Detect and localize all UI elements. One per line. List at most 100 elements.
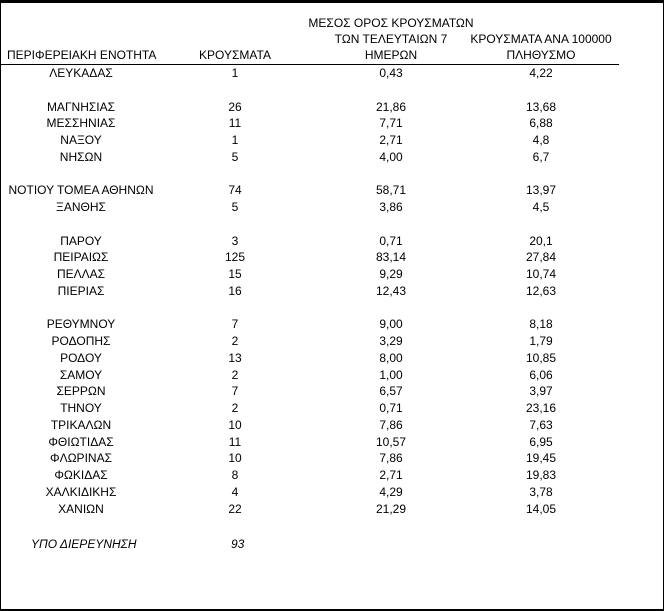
table-body: ΛΕΥΚΑΔΑΣ 1 0,43 4,22 ΜΑΓΝΗΣΙΑΣ 26 21,86 13,68 ΜΕ… bbox=[1, 65, 641, 553]
table-row: ΝΑΞΟΥ 1 2,71 4,8 bbox=[1, 132, 641, 149]
cell-cases: 5 bbox=[231, 200, 239, 214]
cell-cases: 15 bbox=[228, 267, 242, 281]
cell-cases: 7 bbox=[231, 384, 239, 399]
cell-cases: 8 bbox=[231, 468, 239, 482]
header-per100k-line: ΠΛΗΘΥΣΜΟ bbox=[506, 48, 576, 62]
cell-cases: 2 bbox=[231, 367, 239, 382]
cell-region: ΤΡΙΚΑΛΩΝ bbox=[50, 417, 112, 432]
note-label: ΥΠΟ ΔΙΕΡΕΥΝΗΣΗ bbox=[31, 537, 137, 551]
cell-avg7: 9,00 bbox=[379, 317, 403, 332]
table-row: ΡΟΔΟΥ 13 8,00 10,85 bbox=[1, 350, 641, 367]
cell-region: ΝΗΣΩΝ bbox=[59, 149, 103, 164]
cell-avg7: 0,43 bbox=[379, 66, 403, 80]
cell-region: ΡΟΔΟΠΗΣ bbox=[51, 334, 111, 348]
cell-per100k: 6,06 bbox=[529, 367, 553, 382]
table-row: ΜΑΓΝΗΣΙΑΣ 26 21,86 13,68 bbox=[1, 99, 641, 116]
cell-cases: 7 bbox=[231, 317, 239, 332]
cell-region: ΠΑΡΟΥ bbox=[60, 233, 102, 248]
header-region: ΠΕΡΙΦΕΡΕΙΑΚΗ ΕΝΟΤΗΤΑ bbox=[7, 48, 157, 62]
cell-region: ΠΕΙΡΑΙΩΣ bbox=[53, 250, 109, 265]
table-row: ΧΑΛΚΙΔΙΚΗΣ 4 4,29 3,78 bbox=[1, 484, 641, 501]
table-row: ΞΑΝΘΗΣ 5 3,86 4,5 bbox=[1, 199, 641, 216]
cell-per100k: 13,68 bbox=[525, 99, 557, 114]
cell-region: ΦΛΩΡΙΝΑΣ bbox=[50, 451, 112, 466]
cell-per100k: 13,97 bbox=[525, 183, 557, 198]
table-row: ΤΡΙΚΑΛΩΝ 10 7,86 7,63 bbox=[1, 417, 641, 434]
cell-per100k: 6,88 bbox=[529, 116, 553, 131]
cell-avg7: 4,29 bbox=[379, 484, 403, 499]
cell-avg7: 10,57 bbox=[375, 434, 407, 449]
cell-per100k: 20,1 bbox=[529, 233, 553, 248]
note-cases: 93 bbox=[231, 537, 245, 551]
cell-region: ΤΗΝΟΥ bbox=[60, 401, 102, 415]
cell-per100k: 4,5 bbox=[532, 200, 550, 214]
cell-avg7: 0,71 bbox=[379, 233, 403, 248]
cell-cases: 4 bbox=[231, 484, 239, 499]
cell-avg7: 7,86 bbox=[379, 451, 403, 466]
cell-cases: 3 bbox=[231, 233, 239, 248]
cell-region: ΡΟΔΟΥ bbox=[60, 350, 102, 365]
cell-per100k: 10,85 bbox=[525, 350, 557, 365]
cell-per100k: 4,22 bbox=[529, 66, 553, 80]
cell-per100k: 3,97 bbox=[529, 384, 553, 399]
cell-cases: 22 bbox=[228, 501, 242, 516]
cell-avg7: 7,71 bbox=[379, 116, 403, 131]
cell-per100k: 8,18 bbox=[529, 317, 553, 332]
cell-per100k: 19,83 bbox=[525, 468, 557, 482]
cell-per100k: 6,7 bbox=[532, 149, 550, 164]
cell-cases: 74 bbox=[228, 183, 242, 198]
cell-avg7: 58,71 bbox=[375, 183, 407, 198]
cell-per100k: 10,74 bbox=[525, 267, 557, 281]
cell-avg7: 1,00 bbox=[379, 367, 403, 382]
table-row: ΣΑΜΟΥ 2 1,00 6,06 bbox=[1, 367, 641, 384]
cell-region: ΠΙΕΡΙΑΣ bbox=[57, 283, 105, 298]
cell-region: ΝΟΤΙΟΥ ΤΟΜΕΑ ΑΘΗΝΩΝ bbox=[8, 183, 154, 198]
header-avg7-line: ΗΜΕΡΩΝ bbox=[364, 48, 418, 62]
cell-per100k: 27,84 bbox=[525, 250, 557, 265]
header-avg7-line: ΜΕΣΟΣ ΟΡΟΣ ΚΡΟΥΣΜΑΤΩΝ bbox=[308, 16, 474, 30]
table-row: ΛΕΥΚΑΔΑΣ 1 0,43 4,22 bbox=[1, 65, 641, 82]
cell-cases: 10 bbox=[228, 417, 242, 432]
cell-per100k: 4,8 bbox=[532, 133, 550, 147]
cell-cases: 16 bbox=[228, 283, 242, 298]
cell-region: ΛΕΥΚΑΔΑΣ bbox=[49, 66, 113, 80]
table-row: ΣΕΡΡΩΝ 7 6,57 3,97 bbox=[1, 383, 641, 400]
cell-per100k: 7,63 bbox=[529, 417, 553, 432]
cell-avg7: 83,14 bbox=[375, 250, 407, 265]
cell-avg7: 9,29 bbox=[379, 267, 403, 281]
blank-row bbox=[1, 82, 641, 99]
cell-per100k: 23,16 bbox=[525, 401, 557, 415]
table-row: ΦΘΙΩΤΙΔΑΣ 11 10,57 6,95 bbox=[1, 434, 641, 451]
cell-per100k: 19,45 bbox=[525, 451, 557, 466]
cell-region: ΜΕΣΣΗΝΙΑΣ bbox=[46, 116, 116, 131]
cell-per100k: 14,05 bbox=[525, 501, 557, 516]
table-row: ΠΕΛΛΑΣ 15 9,29 10,74 bbox=[1, 266, 641, 283]
blank-row bbox=[1, 300, 641, 317]
cell-region: ΦΘΙΩΤΙΔΑΣ bbox=[48, 434, 114, 449]
cell-per100k: 3,78 bbox=[529, 484, 553, 499]
cell-region: ΜΑΓΝΗΣΙΑΣ bbox=[46, 99, 116, 114]
cell-cases: 5 bbox=[231, 149, 239, 164]
header-avg7-line: ΤΩΝ ΤΕΛΕΥΤΑΙΩΝ 7 bbox=[334, 32, 448, 46]
cell-avg7: 8,00 bbox=[379, 350, 403, 365]
cell-region: ΣΕΡΡΩΝ bbox=[56, 384, 106, 399]
cell-cases: 2 bbox=[231, 334, 239, 348]
header-avg7: ΜΕΣΟΣ ΟΡΟΣ ΚΡΟΥΣΜΑΤΩΝ ΤΩΝ ΤΕΛΕΥΤΑΙΩΝ 7 Η… bbox=[301, 15, 481, 63]
blank-row bbox=[1, 517, 641, 534]
cell-cases: 11 bbox=[228, 116, 242, 131]
table-row: ΠΑΡΟΥ 3 0,71 20,1 bbox=[1, 233, 641, 250]
cell-region: ΡΕΘΥΜΝΟΥ bbox=[46, 317, 116, 332]
cell-cases: 10 bbox=[228, 451, 242, 466]
table-row: ΦΛΩΡΙΝΑΣ 10 7,86 19,45 bbox=[1, 450, 641, 467]
cell-avg7: 4,00 bbox=[379, 149, 403, 164]
table-row: ΦΩΚΙΔΑΣ 8 2,71 19,83 bbox=[1, 467, 641, 484]
cell-avg7: 6,57 bbox=[379, 384, 403, 399]
cell-avg7: 3,86 bbox=[379, 200, 403, 214]
cell-avg7: 12,43 bbox=[375, 283, 407, 298]
header-per100k: ΚΡΟΥΣΜΑΤΑ ΑΝΑ 100000 ΠΛΗΘΥΣΜΟ bbox=[461, 31, 621, 63]
table-row: ΧΑΝΙΩΝ 22 21,29 14,05 bbox=[1, 501, 641, 518]
cell-cases: 26 bbox=[228, 99, 242, 114]
table-row: ΠΕΙΡΑΙΩΣ 125 83,14 27,84 bbox=[1, 249, 641, 266]
table-row: ΝΗΣΩΝ 5 4,00 6,7 bbox=[1, 149, 641, 166]
